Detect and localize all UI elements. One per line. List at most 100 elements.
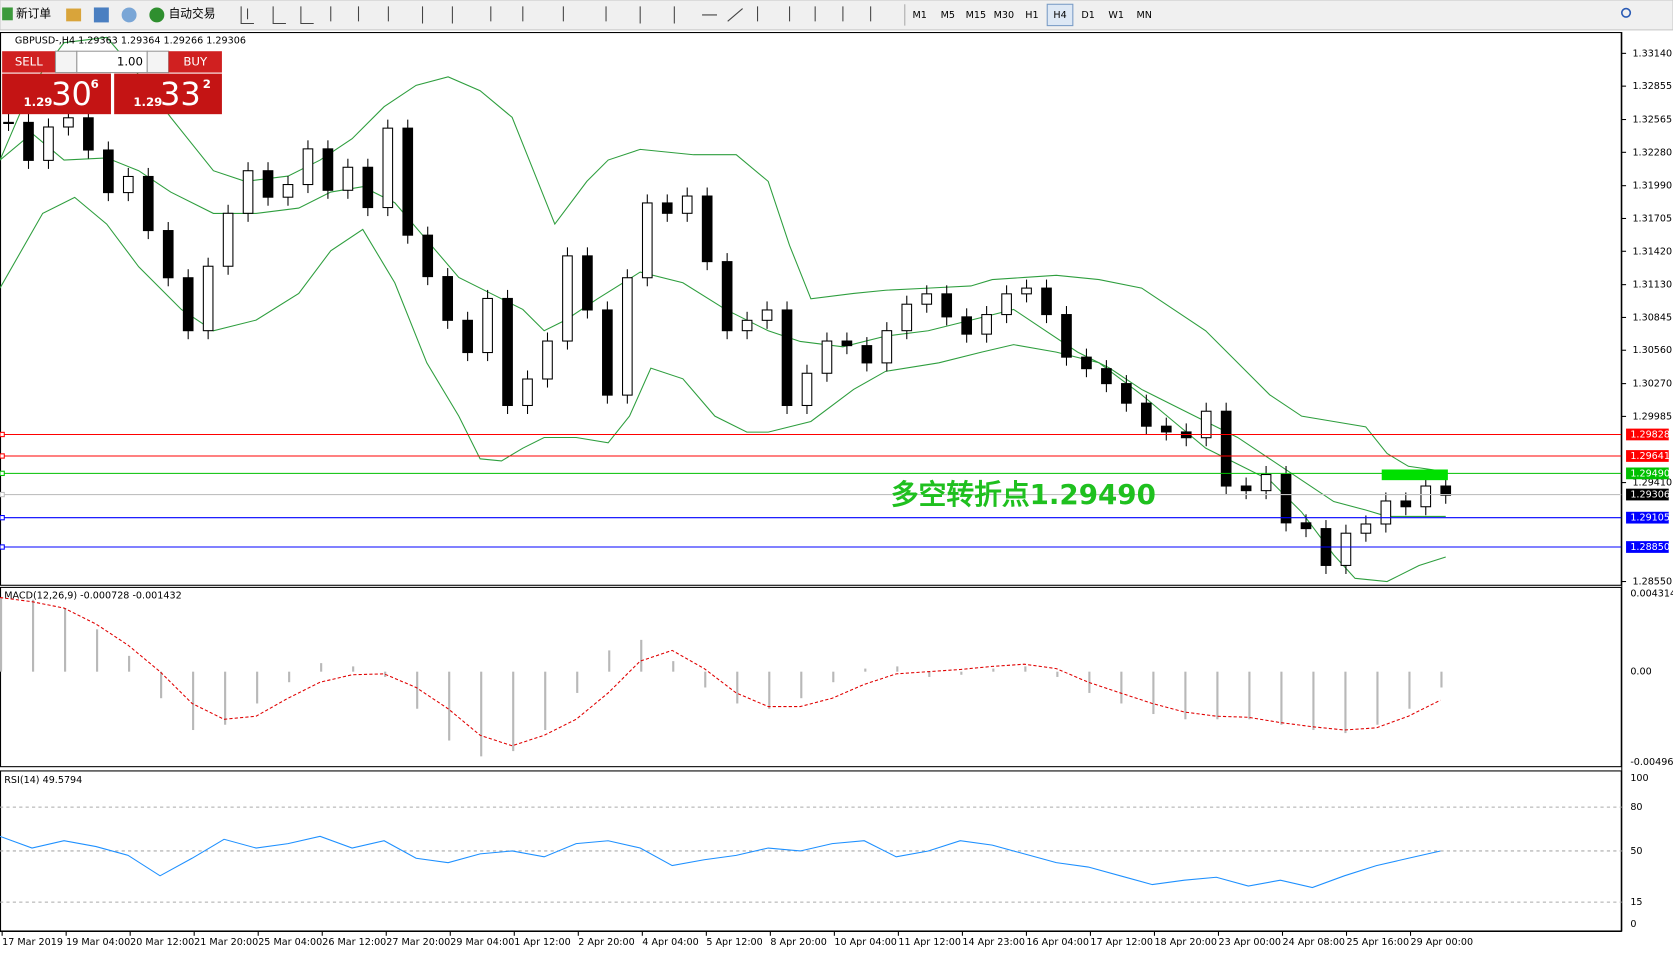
macd-bar bbox=[160, 671, 163, 699]
macd-label: MACD(12,26,9) -0.000728 -0.001432 bbox=[4, 590, 181, 601]
candle bbox=[562, 255, 573, 342]
price-tick-label: 1.28550 bbox=[1632, 577, 1672, 588]
buy-button[interactable] bbox=[168, 51, 222, 73]
candle bbox=[1360, 523, 1372, 534]
macd-bar bbox=[0, 597, 3, 672]
candle bbox=[861, 345, 873, 364]
new-order-button[interactable]: 新订单 bbox=[16, 6, 51, 20]
tool-icon[interactable] bbox=[121, 7, 137, 23]
candle bbox=[721, 261, 733, 332]
rsi-axis-label: 15 bbox=[1630, 897, 1642, 908]
candle bbox=[282, 184, 294, 198]
sell-label[interactable]: SELL bbox=[15, 54, 43, 68]
level-handle bbox=[0, 453, 5, 459]
candle bbox=[162, 230, 174, 279]
candle bbox=[1101, 368, 1112, 385]
time-label: 23 Apr 00:00 bbox=[1218, 937, 1281, 948]
highlight-zone bbox=[1381, 469, 1448, 481]
macd-pane bbox=[0, 586, 1622, 768]
candle bbox=[302, 148, 314, 186]
time-label: 24 Apr 08:00 bbox=[1282, 937, 1345, 948]
candle bbox=[841, 340, 853, 347]
candle bbox=[1001, 293, 1012, 316]
macd-bar bbox=[1024, 666, 1027, 672]
time-label: 19 Mar 04:00 bbox=[66, 937, 130, 948]
level-label-bg bbox=[1626, 467, 1669, 480]
timeframe-button[interactable]: W1 bbox=[1108, 10, 1124, 21]
sell-price-pip: 6 bbox=[91, 77, 99, 91]
timeframe-button[interactable]: M15 bbox=[966, 10, 986, 21]
macd-axis-label: 0.004314 bbox=[1630, 588, 1673, 599]
level-label: 1.29828 bbox=[1630, 429, 1670, 440]
buy-price-box[interactable] bbox=[114, 73, 222, 115]
search-icon[interactable] bbox=[1620, 7, 1632, 18]
candle bbox=[1160, 425, 1172, 433]
macd-axis-label: 0.00 bbox=[1630, 667, 1651, 678]
macd-bar bbox=[928, 671, 931, 677]
timeframe-button[interactable]: M5 bbox=[941, 10, 955, 21]
time-label: 21 Mar 20:00 bbox=[194, 937, 258, 948]
timeframe-button[interactable]: D1 bbox=[1081, 10, 1094, 21]
new-order-icon[interactable] bbox=[2, 7, 13, 21]
buy-price-main: 33 bbox=[160, 75, 201, 113]
price-tick-label: 1.31420 bbox=[1632, 246, 1672, 257]
macd-bar bbox=[96, 629, 99, 672]
candle bbox=[602, 309, 613, 396]
candle bbox=[1340, 532, 1352, 566]
tool-icon[interactable] bbox=[93, 7, 109, 23]
candle bbox=[1140, 402, 1152, 427]
auto-trading-button[interactable]: 自动交易 bbox=[169, 6, 216, 20]
candle bbox=[921, 293, 933, 305]
macd-bar bbox=[672, 661, 675, 672]
sell-button[interactable] bbox=[2, 51, 56, 73]
level-label-bg bbox=[1626, 541, 1669, 553]
macd-bar bbox=[416, 671, 419, 709]
macd-bar bbox=[128, 655, 131, 672]
candle bbox=[661, 202, 673, 214]
time-label: 26 Mar 12:00 bbox=[322, 937, 386, 948]
timeframe-button[interactable]: M1 bbox=[913, 10, 927, 21]
macd-bar bbox=[1408, 671, 1411, 709]
candle bbox=[1041, 287, 1052, 316]
level-label: 1.28850 bbox=[1630, 542, 1670, 553]
macd-bar bbox=[32, 599, 35, 672]
candle bbox=[1380, 500, 1392, 525]
candle bbox=[242, 170, 254, 214]
price-tick-label: 1.29985 bbox=[1632, 411, 1672, 422]
candle bbox=[881, 330, 893, 364]
candle bbox=[781, 309, 793, 407]
tool-icon[interactable] bbox=[66, 8, 82, 22]
candle bbox=[1300, 522, 1312, 530]
buy-label[interactable]: BUY bbox=[183, 54, 208, 68]
candle bbox=[1420, 485, 1432, 508]
sell-price-box[interactable] bbox=[2, 73, 111, 115]
candle bbox=[1121, 383, 1132, 404]
candle bbox=[442, 276, 454, 321]
candle bbox=[641, 202, 653, 279]
candle bbox=[202, 265, 214, 332]
price-tick-label: 1.29410 bbox=[1632, 478, 1672, 489]
timeframe-button[interactable]: MN bbox=[1136, 10, 1151, 21]
timeframe-button[interactable]: H4 bbox=[1053, 10, 1066, 21]
timeframe-button[interactable]: M30 bbox=[994, 10, 1014, 21]
price-tick-label: 1.31990 bbox=[1632, 181, 1672, 192]
macd-axis-label: -0.004963 bbox=[1630, 757, 1673, 768]
macd-bar bbox=[192, 671, 195, 731]
auto-trading-icon[interactable] bbox=[149, 7, 165, 23]
lot-dropdown[interactable] bbox=[54, 50, 78, 74]
candle bbox=[122, 175, 134, 194]
main-chart bbox=[0, 109, 1622, 574]
rsi-axis-label: 0 bbox=[1630, 919, 1636, 930]
timeframe-button[interactable]: H1 bbox=[1025, 10, 1038, 21]
sell-price-main: 30 bbox=[51, 75, 92, 113]
candle bbox=[322, 148, 334, 191]
macd-bar bbox=[1248, 671, 1251, 720]
candle bbox=[1021, 287, 1032, 295]
candle bbox=[262, 170, 274, 198]
lot-spin[interactable] bbox=[146, 50, 170, 74]
price-tick-label: 1.31705 bbox=[1632, 213, 1672, 224]
macd-bar bbox=[224, 671, 227, 725]
time-label: 1 Apr 12:00 bbox=[514, 937, 570, 948]
candle bbox=[1400, 500, 1412, 508]
lot-value[interactable]: 1.00 bbox=[117, 54, 143, 68]
